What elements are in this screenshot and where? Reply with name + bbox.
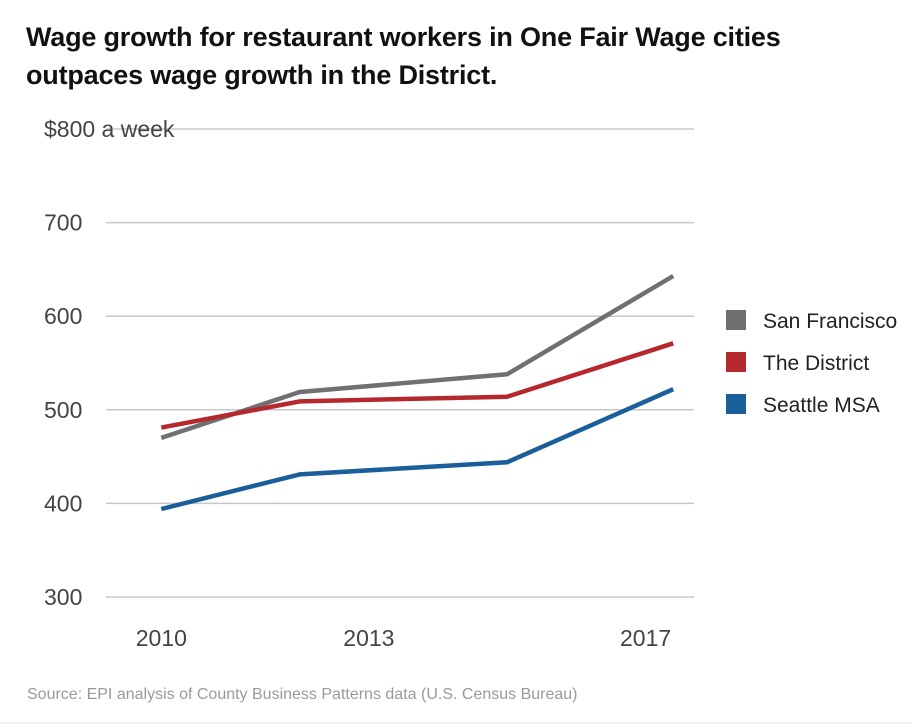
y-tick-label-400: 400: [44, 490, 82, 516]
legend[interactable]: San Francisco The District Seattle MSA: [726, 310, 897, 417]
legend-label-seattle-msa: Seattle MSA: [763, 394, 880, 417]
series-line-the-district: [160, 341, 674, 430]
legend-item-seattle-msa[interactable]: Seattle MSA: [726, 394, 880, 417]
legend-item-the-district[interactable]: The District: [726, 352, 869, 375]
legend-item-san-francisco[interactable]: San Francisco: [726, 310, 897, 333]
x-tick-label-2013: 2013: [343, 625, 394, 651]
series-lines: [160, 274, 675, 512]
legend-swatch-san-francisco: [726, 310, 746, 330]
legend-swatch-seattle-msa: [726, 394, 746, 414]
x-tick-label-2010: 2010: [136, 625, 187, 651]
y-tick-label-500: 500: [44, 397, 82, 423]
series-line-seattle-msa: [160, 387, 675, 512]
x-tick-label-2017: 2017: [620, 625, 671, 651]
y-tick-label-600: 600: [44, 303, 82, 329]
y-axis: 300 400 500 600 700 $800 a week: [44, 116, 175, 610]
x-axis: 2010 2013 2017: [136, 625, 671, 651]
legend-label-the-district: The District: [763, 352, 869, 375]
gridlines: [106, 128, 694, 598]
y-tick-label-800: $800 a week: [44, 116, 175, 142]
legend-label-san-francisco: San Francisco: [763, 310, 897, 333]
y-tick-label-700: 700: [44, 210, 82, 236]
chart-title: Wage growth for restaurant workers in On…: [26, 22, 781, 90]
legend-swatch-the-district: [726, 352, 746, 372]
y-tick-label-300: 300: [44, 584, 82, 610]
source-note: Source: EPI analysis of County Business …: [27, 686, 578, 703]
